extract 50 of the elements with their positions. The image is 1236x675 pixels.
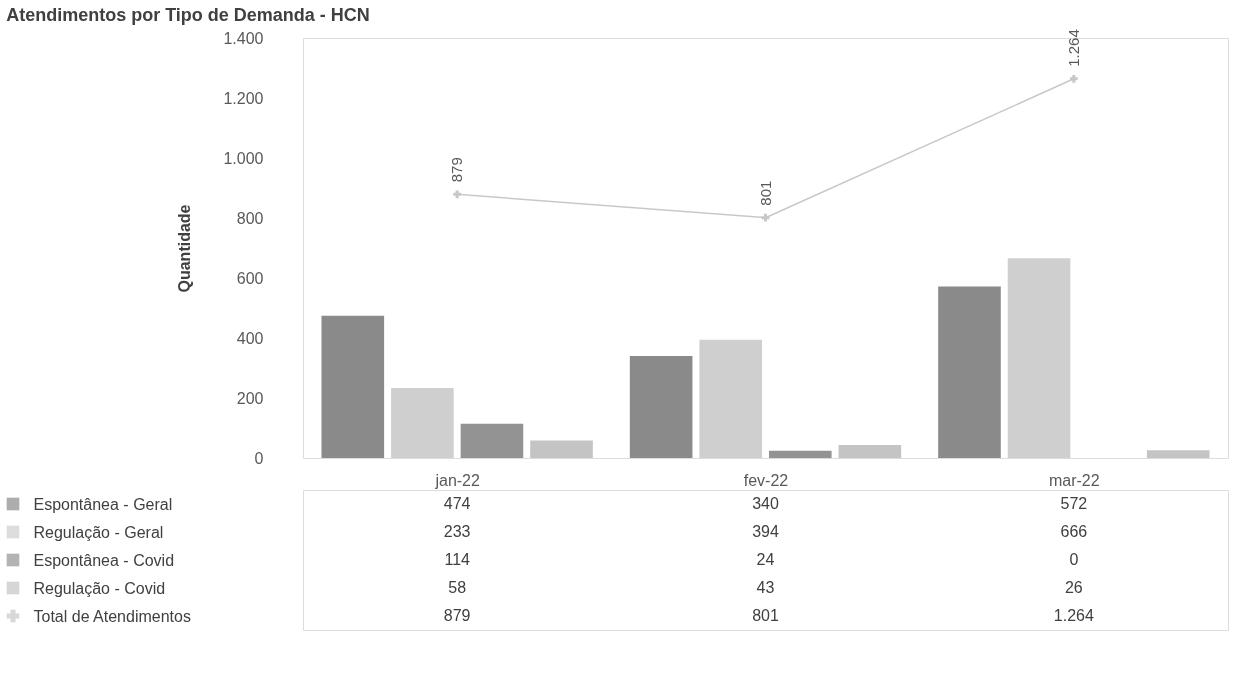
data-label: 666 <box>1060 523 1088 540</box>
x-tick-label: jan-22 <box>434 471 480 489</box>
data-label: 474 <box>443 495 471 512</box>
legend-label: Regulação - Geral <box>33 523 164 541</box>
text: 1.264 <box>1064 29 1082 67</box>
y-tick-label: 200 <box>236 389 264 407</box>
point <box>1069 74 1078 83</box>
data-label: 1.264 <box>1053 607 1094 624</box>
bar <box>460 423 524 458</box>
text: 801 <box>756 180 774 206</box>
data-label: 233 <box>443 523 471 540</box>
y-tick-label: 600 <box>236 269 264 287</box>
data-label: 801 <box>752 607 779 624</box>
data-label: 340 <box>752 495 779 512</box>
bar <box>321 315 385 458</box>
y-tick-label: 800 <box>236 209 264 227</box>
bar <box>699 339 763 458</box>
bar <box>938 286 1001 458</box>
data-label: 879 <box>443 607 471 624</box>
bar <box>530 440 593 458</box>
x-tick-label: fev-22 <box>743 471 789 489</box>
data-label: 58 <box>448 579 467 596</box>
bar <box>391 388 454 458</box>
y-tick-label: 400 <box>236 329 264 347</box>
chart-title: Atendimentos por Tipo de Demanda - HCN <box>6 4 370 25</box>
y-tick-label: 1.200 <box>223 89 264 107</box>
legend-label: Regulação - Covid <box>33 579 166 597</box>
x-tick-label: mar-22 <box>1048 471 1100 489</box>
y-tick-label: 0 <box>254 449 264 467</box>
bar <box>1146 450 1210 458</box>
text: 879 <box>448 157 466 183</box>
data-label: 0 <box>1069 551 1079 568</box>
legend-label: Espontânea - Geral <box>33 495 173 513</box>
point <box>761 213 770 222</box>
data-label: 572 <box>1060 495 1088 512</box>
bar <box>629 356 693 458</box>
point <box>453 190 462 199</box>
data-label: 43 <box>756 579 775 596</box>
data-label: 394 <box>752 523 779 540</box>
data-label: 114 <box>444 551 471 568</box>
bar <box>768 450 832 458</box>
bar <box>838 445 902 458</box>
legend-label: Total de Atendimentos <box>33 607 191 625</box>
data-label: 24 <box>756 551 775 568</box>
y-tick-label: 1.000 <box>223 149 264 167</box>
y-tick-label: 1.400 <box>223 29 264 47</box>
data-label: 26 <box>1064 579 1083 596</box>
bar <box>1007 258 1071 458</box>
legend-label: Espontânea - Covid <box>33 551 175 569</box>
y-axis-title: Quantidade <box>176 204 194 293</box>
